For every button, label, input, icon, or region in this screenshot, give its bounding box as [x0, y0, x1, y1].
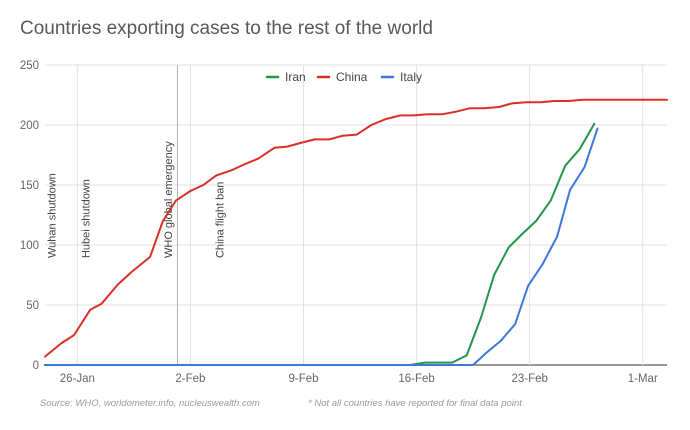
- legend-label-china: China: [336, 70, 368, 84]
- source-note: Source: WHO, worldometer.info, nucleuswe…: [40, 398, 260, 409]
- x-tick-label: 9-Feb: [288, 373, 318, 385]
- y-tick-label: 250: [20, 60, 39, 72]
- y-tick-label: 200: [20, 120, 39, 132]
- series-line-iran: [44, 122, 596, 366]
- x-gridlines: [76, 65, 644, 365]
- series-line-italy: [44, 127, 599, 366]
- x-tick-label: 23-Feb: [511, 373, 547, 385]
- x-tick-label: 16-Feb: [398, 373, 434, 385]
- x-tick-labels: 26-Jan 2-Feb 9-Feb 16-Feb 23-Feb 1-Mar: [60, 373, 658, 385]
- y-tick-labels: 0 50 100 150 200 250: [20, 60, 39, 372]
- y-tick-label: 50: [26, 300, 39, 312]
- x-tick-label: 26-Jan: [60, 373, 95, 385]
- x-tick-label: 1-Mar: [628, 373, 658, 385]
- annotation-label: WHO global emergency: [163, 141, 175, 258]
- annotation-label: Wuhan shutdown: [46, 173, 58, 258]
- chart-title: Countries exporting cases to the rest of…: [20, 18, 433, 39]
- series-line-china: [44, 98, 668, 358]
- annotation-labels: Wuhan shutdown Hubei shutdown WHO global e…: [46, 141, 226, 258]
- y-gridlines: [45, 64, 667, 366]
- legend-label-iran: Iran: [285, 70, 306, 84]
- y-tick-label: 150: [20, 180, 39, 192]
- legend-label-italy: Italy: [400, 70, 422, 84]
- annotation-label: China flight ban: [214, 182, 226, 258]
- y-tick-label: 100: [20, 240, 39, 252]
- y-tick-label: 0: [33, 360, 39, 372]
- x-tick-label: 2-Feb: [175, 373, 205, 385]
- series-lines: [44, 98, 668, 366]
- annotation-label: Hubei shutdown: [80, 179, 92, 258]
- legend: Iran China Italy: [265, 70, 422, 84]
- footnote: * Not all countries have reported for fi…: [308, 398, 522, 409]
